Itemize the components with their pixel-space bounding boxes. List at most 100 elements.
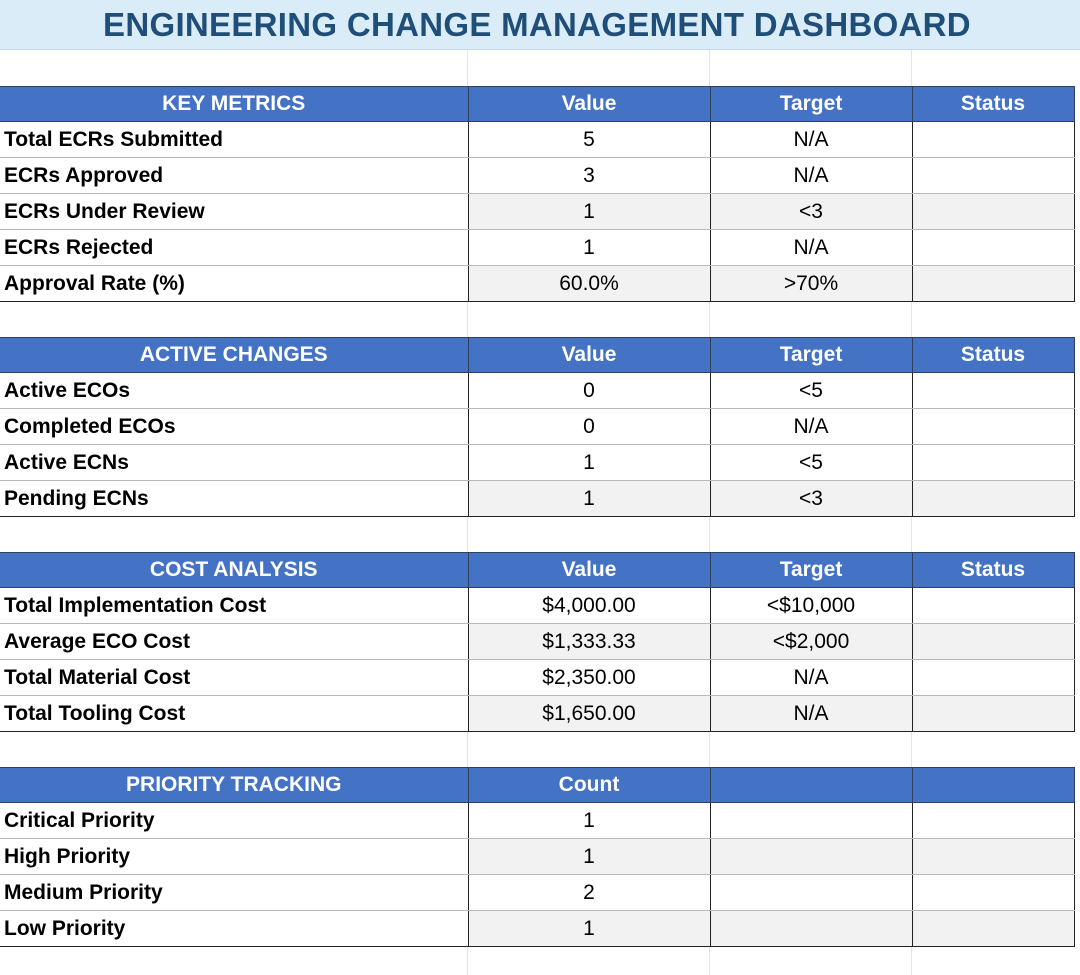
metric-target[interactable]: N/A xyxy=(709,157,913,194)
metric-status[interactable] xyxy=(911,623,1075,660)
metric-label[interactable]: ECRs Under Review xyxy=(0,193,469,230)
table-row: Critical Priority 1 xyxy=(0,802,1075,839)
table-row: Completed ECOs 0 N/A xyxy=(0,408,1075,445)
metric-status[interactable] xyxy=(911,874,1075,911)
metric-status[interactable] xyxy=(911,480,1075,517)
metric-label[interactable]: Medium Priority xyxy=(0,874,469,911)
metric-label[interactable]: Total ECRs Submitted xyxy=(0,121,469,158)
table-row: Medium Priority 2 xyxy=(0,874,1075,911)
metric-target[interactable] xyxy=(709,874,913,911)
active-changes-table: ACTIVE CHANGES Value Target Status Activ… xyxy=(0,337,1075,517)
metric-status[interactable] xyxy=(911,587,1075,624)
metric-value[interactable]: 1 xyxy=(467,229,711,266)
column-header-target: Target xyxy=(709,86,913,122)
key-metrics-section: KEY METRICS Value Target Status Total EC… xyxy=(0,86,1075,302)
metric-value[interactable]: 2 xyxy=(467,874,711,911)
metric-value[interactable]: 0 xyxy=(467,408,711,445)
metric-target[interactable]: N/A xyxy=(709,695,913,732)
column-header-empty xyxy=(911,767,1075,803)
metric-target[interactable] xyxy=(709,802,913,839)
metric-value[interactable]: 60.0% xyxy=(467,265,711,302)
metric-target[interactable]: N/A xyxy=(709,229,913,266)
metric-status[interactable] xyxy=(911,121,1075,158)
metric-label[interactable]: Pending ECNs xyxy=(0,480,469,517)
table-row: Active ECNs 1 <5 xyxy=(0,444,1075,481)
metric-value[interactable]: 1 xyxy=(467,444,711,481)
table-row: Total Tooling Cost $1,650.00 N/A xyxy=(0,695,1075,732)
metric-target[interactable]: <5 xyxy=(709,372,913,409)
metric-value[interactable]: 1 xyxy=(467,838,711,875)
metric-target[interactable]: N/A xyxy=(709,659,913,696)
section-heading: COST ANALYSIS xyxy=(0,552,469,588)
column-header-status: Status xyxy=(911,86,1075,122)
metric-target[interactable]: <$10,000 xyxy=(709,587,913,624)
metric-status[interactable] xyxy=(911,408,1075,445)
metric-label[interactable]: High Priority xyxy=(0,838,469,875)
metric-target[interactable]: N/A xyxy=(709,121,913,158)
metric-value[interactable]: 1 xyxy=(467,480,711,517)
metric-value[interactable]: 1 xyxy=(467,802,711,839)
metric-value[interactable]: $2,350.00 xyxy=(467,659,711,696)
column-header-status: Status xyxy=(911,552,1075,588)
metric-status[interactable] xyxy=(911,157,1075,194)
metric-status[interactable] xyxy=(911,265,1075,302)
metric-target[interactable] xyxy=(709,910,913,947)
metric-target[interactable] xyxy=(709,838,913,875)
table-header-row: COST ANALYSIS Value Target Status xyxy=(0,552,1075,588)
metric-status[interactable] xyxy=(911,229,1075,266)
metric-value[interactable]: 5 xyxy=(467,121,711,158)
metric-value[interactable]: 0 xyxy=(467,372,711,409)
column-header-value: Value xyxy=(467,552,711,588)
metric-label[interactable]: Total Tooling Cost xyxy=(0,695,469,732)
metric-label[interactable]: Low Priority xyxy=(0,910,469,947)
metric-value[interactable]: $1,333.33 xyxy=(467,623,711,660)
metric-status[interactable] xyxy=(911,444,1075,481)
table-row: Low Priority 1 xyxy=(0,910,1075,947)
metric-value[interactable]: $1,650.00 xyxy=(467,695,711,732)
metric-target[interactable]: >70% xyxy=(709,265,913,302)
metric-label[interactable]: ECRs Rejected xyxy=(0,229,469,266)
metric-target[interactable]: <3 xyxy=(709,193,913,230)
metric-label[interactable]: Approval Rate (%) xyxy=(0,265,469,302)
table-row: Active ECOs 0 <5 xyxy=(0,372,1075,409)
metric-status[interactable] xyxy=(911,910,1075,947)
metric-status[interactable] xyxy=(911,802,1075,839)
table-row: Average ECO Cost $1,333.33 <$2,000 xyxy=(0,623,1075,660)
table-header-row: PRIORITY TRACKING Count xyxy=(0,767,1075,803)
metric-status[interactable] xyxy=(911,838,1075,875)
metric-status[interactable] xyxy=(911,372,1075,409)
column-header-target: Target xyxy=(709,552,913,588)
metric-value[interactable]: 1 xyxy=(467,193,711,230)
section-heading: KEY METRICS xyxy=(0,86,469,122)
metric-label[interactable]: Critical Priority xyxy=(0,802,469,839)
column-header-count: Count xyxy=(467,767,711,803)
table-row: Approval Rate (%) 60.0% >70% xyxy=(0,265,1075,302)
metric-target[interactable]: N/A xyxy=(709,408,913,445)
metric-label[interactable]: Completed ECOs xyxy=(0,408,469,445)
column-header-value: Value xyxy=(467,86,711,122)
table-row: Total Implementation Cost $4,000.00 <$10… xyxy=(0,587,1075,624)
metric-label[interactable]: Average ECO Cost xyxy=(0,623,469,660)
table-row: High Priority 1 xyxy=(0,838,1075,875)
table-row: Total Material Cost $2,350.00 N/A xyxy=(0,659,1075,696)
metric-value[interactable]: $4,000.00 xyxy=(467,587,711,624)
priority-tracking-table: PRIORITY TRACKING Count Critical Priorit… xyxy=(0,767,1075,947)
metric-value[interactable]: 3 xyxy=(467,157,711,194)
metric-status[interactable] xyxy=(911,695,1075,732)
metric-target[interactable]: <5 xyxy=(709,444,913,481)
metric-target[interactable]: <$2,000 xyxy=(709,623,913,660)
metric-value[interactable]: 1 xyxy=(467,910,711,947)
dashboard-title-bar: ENGINEERING CHANGE MANAGEMENT DASHBOARD xyxy=(0,0,1080,50)
metric-status[interactable] xyxy=(911,659,1075,696)
metric-label[interactable]: Total Material Cost xyxy=(0,659,469,696)
metric-target[interactable]: <3 xyxy=(709,480,913,517)
metric-label[interactable]: Active ECOs xyxy=(0,372,469,409)
metric-label[interactable]: Active ECNs xyxy=(0,444,469,481)
table-header-row: ACTIVE CHANGES Value Target Status xyxy=(0,337,1075,373)
metric-label[interactable]: ECRs Approved xyxy=(0,157,469,194)
table-row: ECRs Rejected 1 N/A xyxy=(0,229,1075,266)
table-row: ECRs Under Review 1 <3 xyxy=(0,193,1075,230)
metric-status[interactable] xyxy=(911,193,1075,230)
cost-analysis-table: COST ANALYSIS Value Target Status Total … xyxy=(0,552,1075,732)
metric-label[interactable]: Total Implementation Cost xyxy=(0,587,469,624)
